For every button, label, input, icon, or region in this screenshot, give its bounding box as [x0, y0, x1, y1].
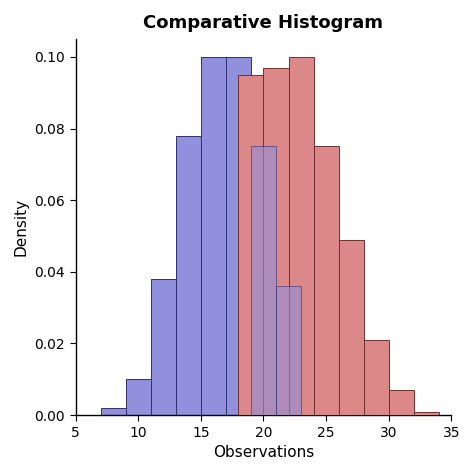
- Bar: [364, 340, 389, 415]
- Bar: [251, 146, 276, 415]
- Bar: [100, 408, 126, 415]
- Bar: [314, 146, 338, 415]
- Title: Comparative Histogram: Comparative Histogram: [144, 14, 383, 32]
- Bar: [264, 68, 289, 415]
- Bar: [238, 75, 264, 415]
- Bar: [251, 146, 276, 415]
- Y-axis label: Density: Density: [14, 198, 29, 256]
- Bar: [151, 279, 176, 415]
- Bar: [389, 390, 414, 415]
- Bar: [201, 57, 226, 415]
- X-axis label: Observations: Observations: [213, 445, 314, 460]
- Bar: [126, 379, 151, 415]
- Bar: [414, 411, 439, 415]
- Bar: [289, 57, 314, 415]
- Bar: [176, 136, 201, 415]
- Bar: [226, 57, 251, 415]
- Bar: [276, 286, 301, 415]
- Bar: [276, 286, 301, 415]
- Bar: [338, 240, 364, 415]
